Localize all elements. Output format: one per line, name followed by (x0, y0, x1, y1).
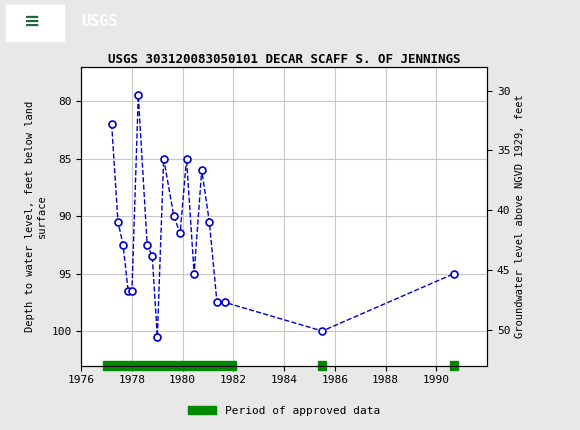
Legend: Period of approved data: Period of approved data (184, 401, 385, 420)
Bar (6, 4, 64, 41)
Text: USGS: USGS (81, 14, 118, 29)
Text: ≡: ≡ (24, 12, 40, 31)
Bar (103, 362, 236, 369)
Bar (318, 362, 326, 369)
Bar (451, 362, 458, 369)
Y-axis label: Depth to water level, feet below land
surface: Depth to water level, feet below land su… (26, 101, 47, 332)
Y-axis label: Groundwater level above NGVD 1929, feet: Groundwater level above NGVD 1929, feet (514, 94, 524, 338)
Text: USGS 303120083050101 DECAR SCAFF S. OF JENNINGS: USGS 303120083050101 DECAR SCAFF S. OF J… (108, 53, 461, 66)
